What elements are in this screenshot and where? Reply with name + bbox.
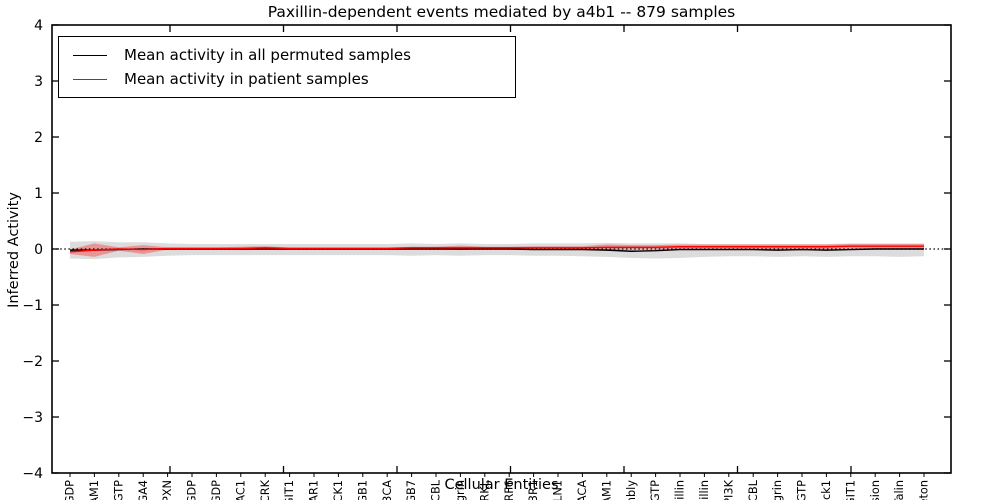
x-tick-label: CRKL xyxy=(478,479,491,500)
x-tick-label: PIK3CA xyxy=(381,480,394,500)
y-tick-label: 4 xyxy=(34,18,43,34)
y-tick-label: −2 xyxy=(22,354,43,370)
y-tick-label: −3 xyxy=(22,410,43,426)
x-tick-label: alpha4/beta1 Integrin/Paxillin/GIT1 xyxy=(844,480,857,500)
x-tick-label: DOCK1 xyxy=(332,480,345,500)
permuted-line-swatch xyxy=(73,54,107,56)
x-tick-label: BCAR1 xyxy=(308,480,321,500)
x-tick-label: GIT1 xyxy=(283,480,296,500)
x-tick-label: alpha4/beta1 Integrin xyxy=(771,480,784,500)
patient-mean-line xyxy=(69,245,924,253)
x-tick-label: PRKACA xyxy=(576,480,589,500)
x-tick-label: CRK xyxy=(259,479,272,500)
x-tick-label: mol:GDP xyxy=(64,480,77,500)
x-tick-label: alpha4/beta1 Integrin/Paxillin/Talin xyxy=(893,480,906,500)
y-tick-label: 2 xyxy=(34,130,43,146)
x-tick-label: TLN1 xyxy=(552,480,565,500)
x-tick-label: CBL xyxy=(430,479,443,500)
x-axis-label: Cellular Entities xyxy=(444,477,559,493)
legend-item-permuted: Mean activity in all permuted samples xyxy=(73,43,505,67)
x-tick-label: alpha4/beta7 Integrin/Paxillin xyxy=(698,480,711,500)
y-tick-label: 3 xyxy=(34,74,43,90)
x-tick-label: RAC1 xyxy=(234,480,247,500)
chart-title: Paxillin-dependent events mediated by a4… xyxy=(267,3,736,21)
x-tick-label: ARF6/GTP xyxy=(796,480,809,500)
x-tick-label: alpha4/beta1 Integrin/Paxillin/VCAM1 xyxy=(600,480,613,500)
legend: Mean activity in all permuted samples Me… xyxy=(58,36,516,98)
legend-label-patient: Mean activity in patient samples xyxy=(124,70,369,88)
y-tick-label: −1 xyxy=(22,298,43,314)
y-tick-label: −4 xyxy=(22,466,43,482)
x-tick-label: ITGB7 xyxy=(405,480,418,500)
x-tick-label: ARF6/GDP xyxy=(210,480,223,500)
x-tick-label: mol:GTP xyxy=(112,480,125,500)
patient-line-swatch xyxy=(73,78,107,80)
x-tick-label: ARF6 xyxy=(503,480,516,500)
x-tick-label: ITGB1 xyxy=(356,480,369,500)
x-tick-label: lamellipodium assembly xyxy=(625,480,638,500)
y-tick-label: 0 xyxy=(34,242,43,258)
x-tick-label: Rac1/GDP xyxy=(186,480,199,500)
x-tick-label: PI3K xyxy=(722,479,735,500)
x-tick-label: VCAM1 xyxy=(88,480,101,500)
legend-item-patient: Mean activity in patient samples xyxy=(73,67,505,91)
x-tick-label: alpha4/beta7 Integrin xyxy=(454,480,467,500)
x-tick-label: Rac1/GTP xyxy=(649,480,662,500)
y-axis-label: Inferred Activity xyxy=(6,192,22,308)
x-tick-label: ITGA4 xyxy=(137,480,150,500)
x-tick-label: PXN xyxy=(161,480,174,500)
x-tick-label: PIK3R1 xyxy=(527,480,540,500)
x-tick-label: cell adhesion xyxy=(869,480,882,500)
legend-label-permuted: Mean activity in all permuted samples xyxy=(124,46,411,64)
x-tick-label: alpha4/beta1 Integrin/Paxillin xyxy=(674,480,687,500)
x-tick-label: CRKL/CBL xyxy=(747,479,760,500)
x-tick-label: alpha4/beta1 Integrin/Paxillin/Talin/Act… xyxy=(918,480,931,500)
permuted-band xyxy=(70,241,924,260)
y-tick-label: 1 xyxy=(34,186,43,202)
x-tick-label: p130Cas/Crk/Dock1 xyxy=(820,480,833,500)
